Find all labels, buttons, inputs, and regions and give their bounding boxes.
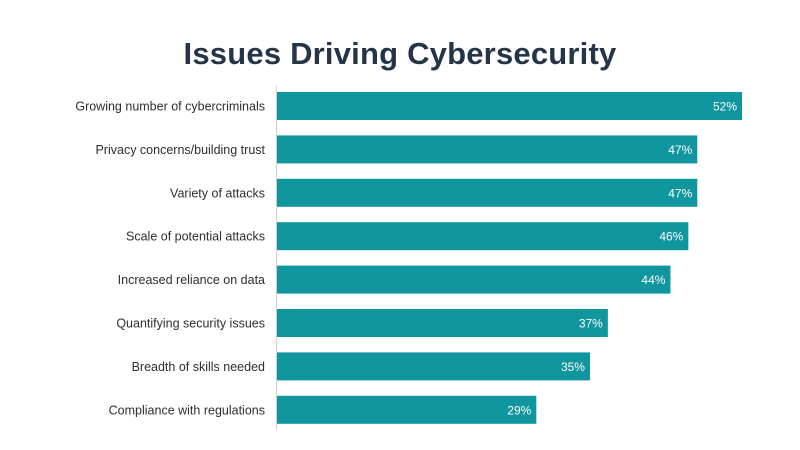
bars-group: Growing number of cybercriminals 52% Priva… bbox=[75, 92, 742, 424]
bar-3 bbox=[277, 222, 689, 251]
bar-2 bbox=[277, 178, 698, 207]
value-label-2: 47% bbox=[668, 186, 692, 200]
value-label-4: 44% bbox=[641, 273, 665, 287]
category-label-3: Scale of potential attacks bbox=[126, 230, 265, 244]
category-label-6: Breadth of skills needed bbox=[132, 360, 265, 374]
value-label-7: 29% bbox=[507, 403, 531, 417]
category-label-5: Quantifying security issues bbox=[116, 317, 265, 331]
bar-7 bbox=[277, 395, 537, 424]
bar-5 bbox=[277, 309, 608, 337]
category-label-7: Compliance with regulations bbox=[109, 403, 265, 417]
bar-6 bbox=[277, 352, 590, 381]
value-label-3: 46% bbox=[659, 230, 683, 244]
bar-0 bbox=[277, 92, 742, 120]
bar-1 bbox=[277, 135, 698, 164]
category-label-0: Growing number of cybercriminals bbox=[75, 100, 265, 114]
bar-4 bbox=[277, 265, 671, 294]
value-label-0: 52% bbox=[713, 100, 737, 114]
value-label-5: 37% bbox=[579, 317, 603, 331]
chart-title: Issues Driving Cybersecurity bbox=[183, 36, 617, 71]
category-label-4: Increased reliance on data bbox=[118, 273, 265, 287]
value-label-6: 35% bbox=[561, 360, 585, 374]
category-label-1: Privacy concerns/building trust bbox=[95, 143, 265, 157]
category-label-2: Variety of attacks bbox=[170, 186, 265, 200]
value-label-1: 47% bbox=[668, 143, 692, 157]
